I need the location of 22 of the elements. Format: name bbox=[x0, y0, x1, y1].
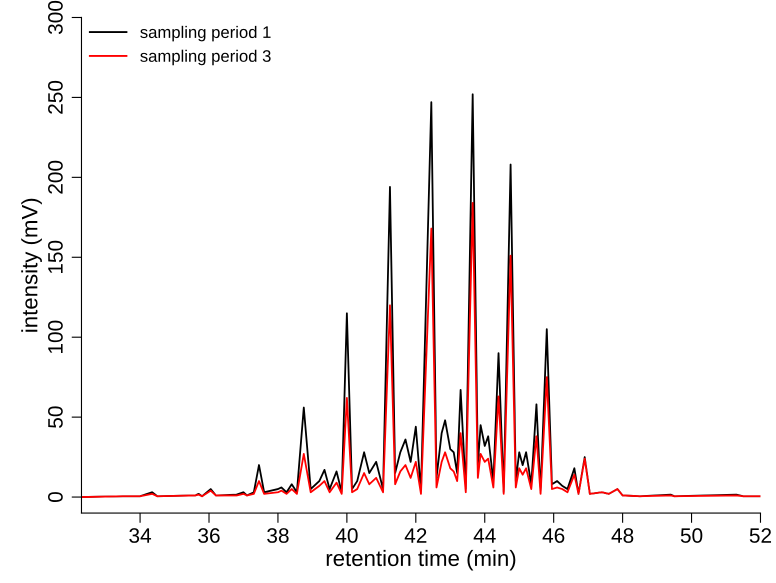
x-tick-label: 42 bbox=[404, 528, 426, 543]
legend-label: sampling period 1 bbox=[140, 26, 271, 42]
line-series bbox=[81, 202, 760, 498]
x-tick-label: 50 bbox=[680, 528, 702, 543]
legend-label: sampling period 3 bbox=[140, 50, 271, 66]
y-tick-label: 50 bbox=[48, 406, 63, 428]
x-tick-label: 46 bbox=[542, 528, 564, 543]
x-tick-label: 40 bbox=[336, 528, 358, 543]
y-tick-label: 300 bbox=[48, 0, 63, 34]
y-axis-title: intensity (mV) bbox=[21, 198, 42, 332]
x-tick-label: 48 bbox=[612, 528, 634, 543]
x-tick-label: 38 bbox=[267, 528, 289, 543]
y-tick-label: 200 bbox=[48, 160, 63, 194]
y-tick-label: 100 bbox=[48, 320, 63, 353]
y-tick-label: 150 bbox=[48, 240, 63, 274]
x-tick-label: 52 bbox=[750, 528, 772, 543]
x-tick-label: 36 bbox=[198, 528, 220, 543]
x-axis-title: retention time (min) bbox=[326, 550, 516, 571]
x-tick-label: 44 bbox=[474, 528, 496, 543]
y-tick-label: 0 bbox=[48, 492, 63, 502]
x-tick-label: 34 bbox=[129, 528, 152, 543]
y-tick-label: 250 bbox=[48, 80, 63, 114]
